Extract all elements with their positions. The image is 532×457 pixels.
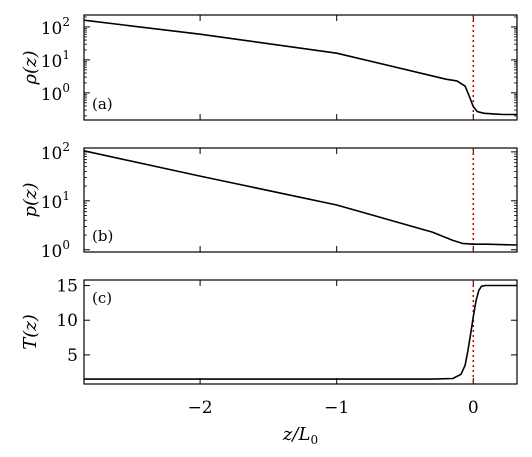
y-axis-label: p(z) [20,182,41,217]
y-tick-label: 10 [56,311,78,331]
series-line [83,19,517,116]
panel-c-temperature: 5 10 15 T(z) (c) −2 −1 0 z/L0 [20,277,518,447]
y-tick-label: 102 [41,15,70,39]
x-axis-label: z/L0 [282,424,318,447]
y-axis-label: T(z) [20,314,41,350]
plot-frame [83,279,518,385]
x-tick-label: −1 [324,398,349,418]
plot-frame [83,14,518,121]
panel-label: (b) [92,227,113,245]
panel-label: (c) [92,289,112,307]
x-tick-label: −2 [188,398,213,418]
y-tick-label: 5 [67,346,78,366]
series-line [83,150,518,246]
y-tick-label: 101 [41,48,70,72]
series-line [84,284,517,380]
panel-label: (a) [92,95,113,113]
plot-frame [83,147,518,253]
y-tick-label: 100 [41,238,70,262]
y-tick-label: 100 [41,81,70,105]
y-axis-label: ρ(z) [20,50,41,85]
y-tick-label: 101 [41,189,70,213]
y-tick-label: 15 [56,277,78,297]
y-tick-label: 102 [41,140,70,164]
x-tick-label: 0 [468,398,479,418]
